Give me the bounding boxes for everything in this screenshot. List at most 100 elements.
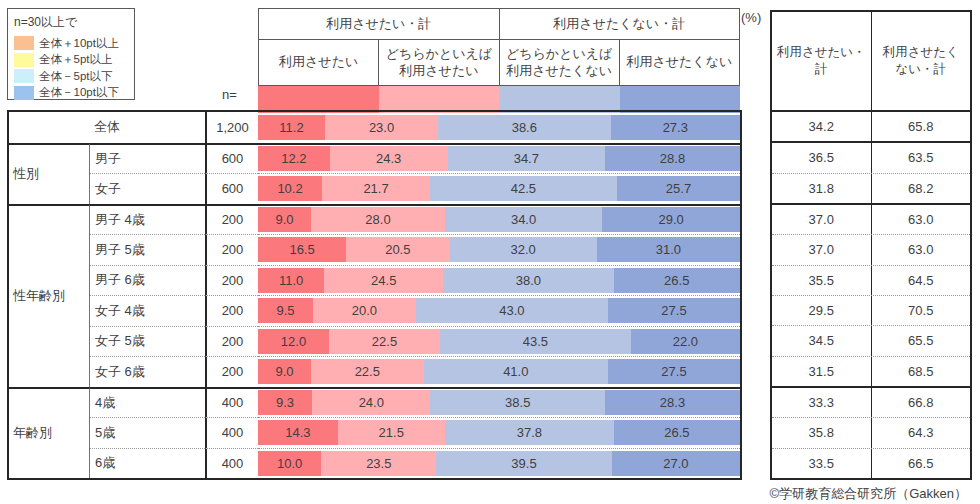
legend-item: 全体－10pt以下 [14,85,130,102]
legend-swatch [14,36,34,50]
bar-segment: 12.2 [258,146,330,171]
stacked-bar: 10.221.742.525.7 [258,176,740,201]
row-n-value: 1,200 [205,112,258,143]
legend-item: 全体－5pt以下 [14,68,130,85]
totals-table-header: 利用させたい・計 利用させたく ない・計 [772,12,970,112]
bar-segment: 27.3 [611,115,740,140]
total-want-value: 34.5 [772,326,871,355]
row-label: 男子 6歳 [90,265,205,296]
bar-segment: 11.2 [258,115,325,140]
total-notwant-value: 64.5 [871,266,971,295]
totals-row: 37.063.0 [772,203,970,234]
survey-chart-canvas: n=30以上で 全体＋10pt以上全体＋5pt以上全体－5pt以下全体－10pt… [0,0,980,504]
row-n-value: 600 [205,173,258,204]
n-equals-label: n= [203,87,256,102]
row-n-value: 200 [205,326,258,357]
bar-cell: 10.221.742.525.7 [258,173,740,204]
totals-table-rows: 34.265.836.563.531.868.237.063.037.063.0… [772,112,970,478]
row-label: 5歳 [90,417,205,448]
bar-cell: 9.324.038.528.3 [258,387,740,418]
bar-segment: 41.0 [424,359,608,384]
totals-row: 37.063.0 [772,234,970,264]
copyright-text: ©学研教育総合研究所（Gakken） [770,485,967,503]
bar-segment: 22.0 [631,329,740,354]
bar-segment: 43.5 [440,329,631,354]
total-want-value: 34.2 [772,112,871,141]
bar-segment: 22.5 [329,329,440,354]
group-label: 性年齢別 [9,204,90,387]
bar-header: 利用させたい・計 利用させたくない・計 利用させたい どちらかといえば 利用させ… [258,8,740,113]
bar-segment: 14.3 [258,420,338,445]
legend-item-label: 全体＋10pt以上 [39,36,119,51]
bar-segment: 25.7 [617,176,740,201]
totals-row: 36.563.5 [772,141,970,172]
total-notwant-value: 66.8 [871,388,971,417]
bar-segment: 38.5 [430,390,605,415]
bar-segment: 28.0 [311,207,445,232]
total-want-value: 35.8 [772,418,871,447]
color-key-swatch [258,86,379,113]
legend-swatch [14,86,34,100]
total-notwant-value: 65.5 [871,326,971,355]
total-notwant-value: 68.2 [871,174,971,203]
totals-row: 33.566.5 [772,448,970,478]
total-want-value: 31.5 [772,357,871,386]
bar-segment: 32.0 [450,237,597,262]
totals-row: 31.868.2 [772,173,970,203]
stacked-bar: 14.321.537.826.5 [258,420,740,445]
bar-segment: 27.5 [608,298,740,323]
total-want-value: 35.5 [772,266,871,295]
bar-segment: 20.5 [346,237,449,262]
group-label: 性別 [9,143,90,204]
stacked-bar: 9.028.034.029.0 [258,207,740,232]
total-want-value: 33.5 [772,449,871,478]
header-group-row: 利用させたい・計 利用させたくない・計 [258,8,740,39]
bar-segment: 9.0 [258,207,311,232]
legend-item-label: 全体－5pt以下 [39,69,113,84]
row-label: 女子 4歳 [90,295,205,326]
bar-segment: 38.6 [438,115,611,140]
total-notwant-value: 70.5 [871,296,971,325]
legend-item-label: 全体＋5pt以上 [39,52,113,67]
row-n-value: 200 [205,265,258,296]
row-n-value: 200 [205,204,258,235]
row-label: 男子 4歳 [90,204,205,235]
bar-segment: 11.0 [258,268,324,293]
total-want-value: 29.5 [772,296,871,325]
total-notwant-value: 63.0 [871,205,971,234]
bar-segment: 34.0 [445,207,602,232]
header-want: 利用させたい [259,40,378,85]
bar-cell: 9.022.541.027.5 [258,356,740,387]
total-want-value: 37.0 [772,235,871,264]
row-label: 4歳 [90,387,205,418]
bar-segment: 28.3 [605,390,740,415]
row-label: 男子 5歳 [90,234,205,265]
row-n-value: 600 [205,143,258,174]
total-notwant-value: 63.5 [871,143,971,172]
bar-segment: 37.8 [445,420,614,445]
stacked-bar: 12.022.543.522.0 [258,329,740,354]
stacked-bar: 16.520.532.031.0 [258,237,740,262]
legend-box: n=30以上で 全体＋10pt以上全体＋5pt以上全体－5pt以下全体－10pt… [7,8,135,100]
bar-segment: 9.5 [258,298,313,323]
total-notwant-value: 66.5 [871,449,971,478]
bar-cell: 16.520.532.031.0 [258,234,740,265]
total-notwant-value: 65.8 [871,112,971,141]
row-label-zentai: 全体 [9,112,205,143]
row-n-value: 200 [205,295,258,326]
color-key-swatch [379,86,500,113]
stacked-bar: 10.023.539.527.0 [258,451,740,476]
header-want-total: 利用させたい・計 [259,9,499,39]
bar-segment: 10.2 [258,176,322,201]
row-n-value: 200 [205,234,258,265]
totals-row: 33.366.8 [772,386,970,417]
bar-segment: 24.5 [324,268,443,293]
bar-cell: 9.028.034.029.0 [258,204,740,235]
row-label: 女子 5歳 [90,326,205,357]
legend-item-label: 全体－10pt以下 [39,85,119,100]
total-notwant-value: 64.3 [871,418,971,447]
stacked-bar: 12.224.334.728.8 [258,146,740,171]
total-want-value: 36.5 [772,143,871,172]
bar-segment: 21.5 [338,420,445,445]
legend-swatch [14,69,34,83]
